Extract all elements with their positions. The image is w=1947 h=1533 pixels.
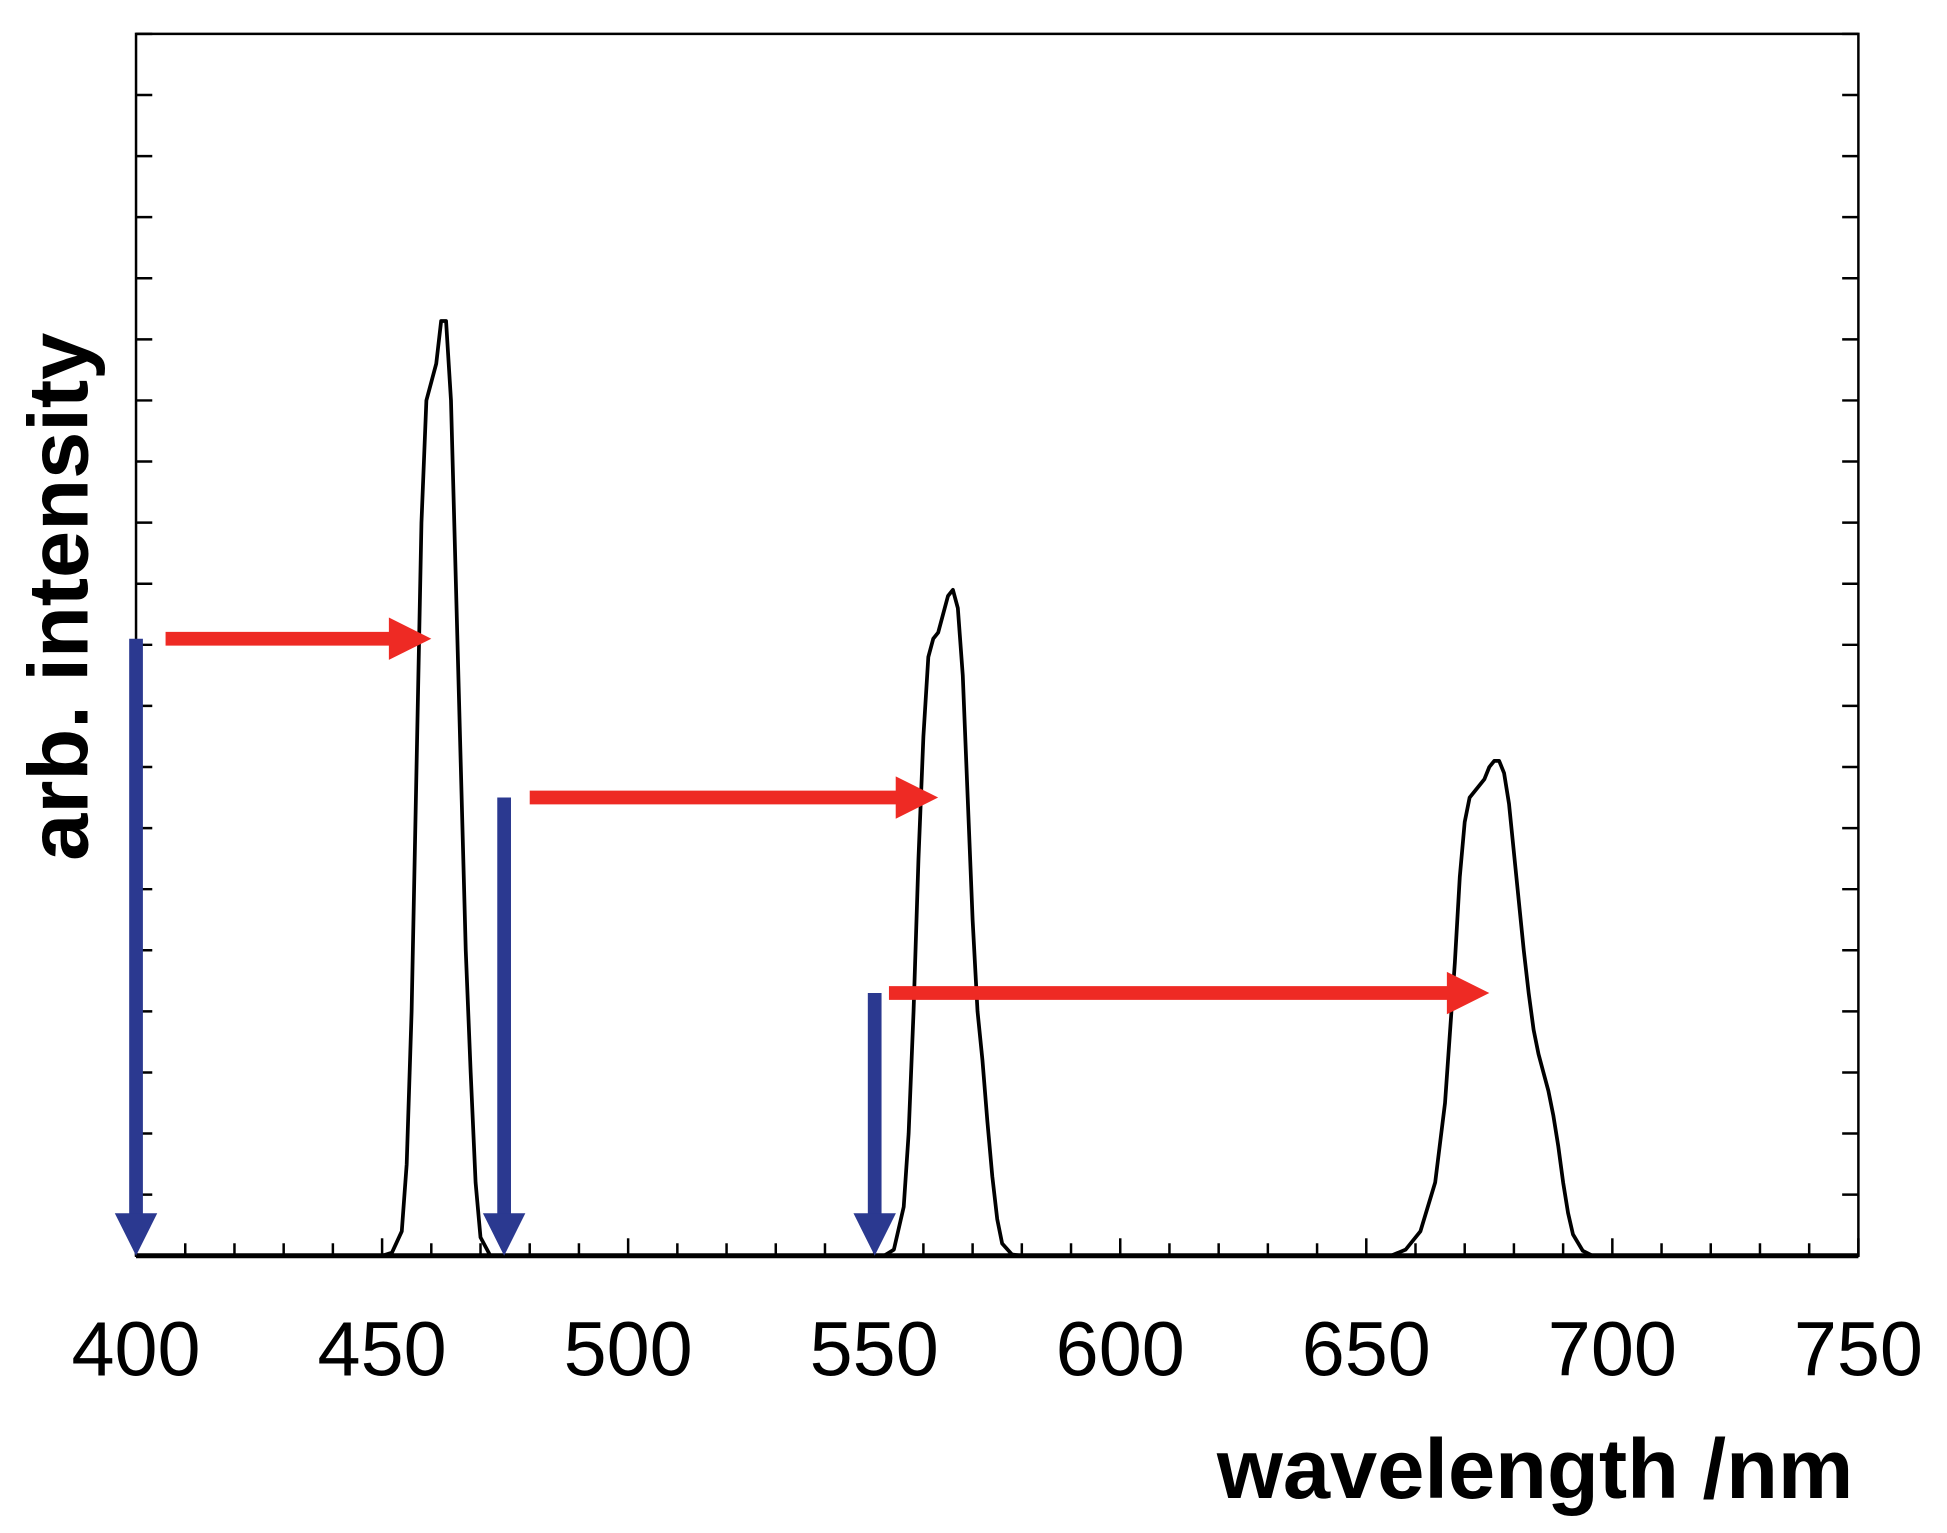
x-axis-label: wavelength /nm xyxy=(1216,1421,1854,1516)
x-tick-label: 550 xyxy=(810,1307,939,1393)
x-tick-label: 400 xyxy=(71,1307,200,1393)
y-axis-label: arb. intensity xyxy=(10,333,105,861)
right-arrow-head xyxy=(388,617,432,660)
x-tick-label: 500 xyxy=(564,1307,693,1393)
x-tick-label: 450 xyxy=(318,1307,447,1393)
x-tick-label: 700 xyxy=(1548,1307,1677,1393)
x-tick-label: 650 xyxy=(1302,1307,1431,1393)
x-tick-label: 750 xyxy=(1794,1307,1923,1393)
spectrum-line xyxy=(136,319,1859,1258)
down-arrow-head xyxy=(114,1213,158,1256)
down-arrow-head xyxy=(482,1213,526,1256)
down-arrow-head xyxy=(853,1213,896,1256)
x-tick-label: 600 xyxy=(1056,1307,1185,1393)
right-arrow-head xyxy=(895,776,939,819)
right-arrow-head xyxy=(1446,971,1490,1015)
